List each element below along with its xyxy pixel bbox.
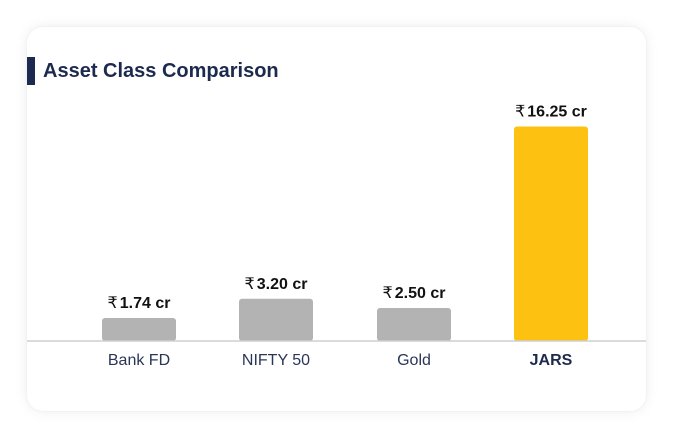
- currency-symbol: ₹: [245, 276, 255, 293]
- value-text: 3.20 cr: [257, 276, 308, 293]
- value-text: 2.50 cr: [395, 285, 446, 302]
- chart-title: Asset Class Comparison: [43, 60, 279, 82]
- value-label-bank-fd: ₹1.74 cr: [108, 295, 171, 312]
- currency-symbol: ₹: [515, 104, 525, 121]
- value-text: 16.25 cr: [527, 104, 587, 121]
- bar-jars: [514, 126, 588, 341]
- title-accent-bar: [27, 57, 35, 85]
- currency-symbol: ₹: [108, 295, 118, 312]
- x-tick-label-nifty-50: NIFTY 50: [242, 352, 310, 369]
- bar-gold: [377, 308, 451, 341]
- x-tick-label-bank-fd: Bank FD: [108, 352, 170, 369]
- value-label-jars: ₹16.25 cr: [515, 104, 587, 121]
- bar-nifty-50: [239, 298, 313, 341]
- x-tick-label-jars: JARS: [530, 352, 573, 369]
- x-tick-label-gold: Gold: [397, 352, 431, 369]
- value-label-gold: ₹2.50 cr: [383, 285, 446, 302]
- value-label-nifty-50: ₹3.20 cr: [245, 276, 308, 293]
- bar-bank-fd: [102, 318, 176, 341]
- currency-symbol: ₹: [383, 285, 393, 302]
- value-text: 1.74 cr: [120, 295, 171, 312]
